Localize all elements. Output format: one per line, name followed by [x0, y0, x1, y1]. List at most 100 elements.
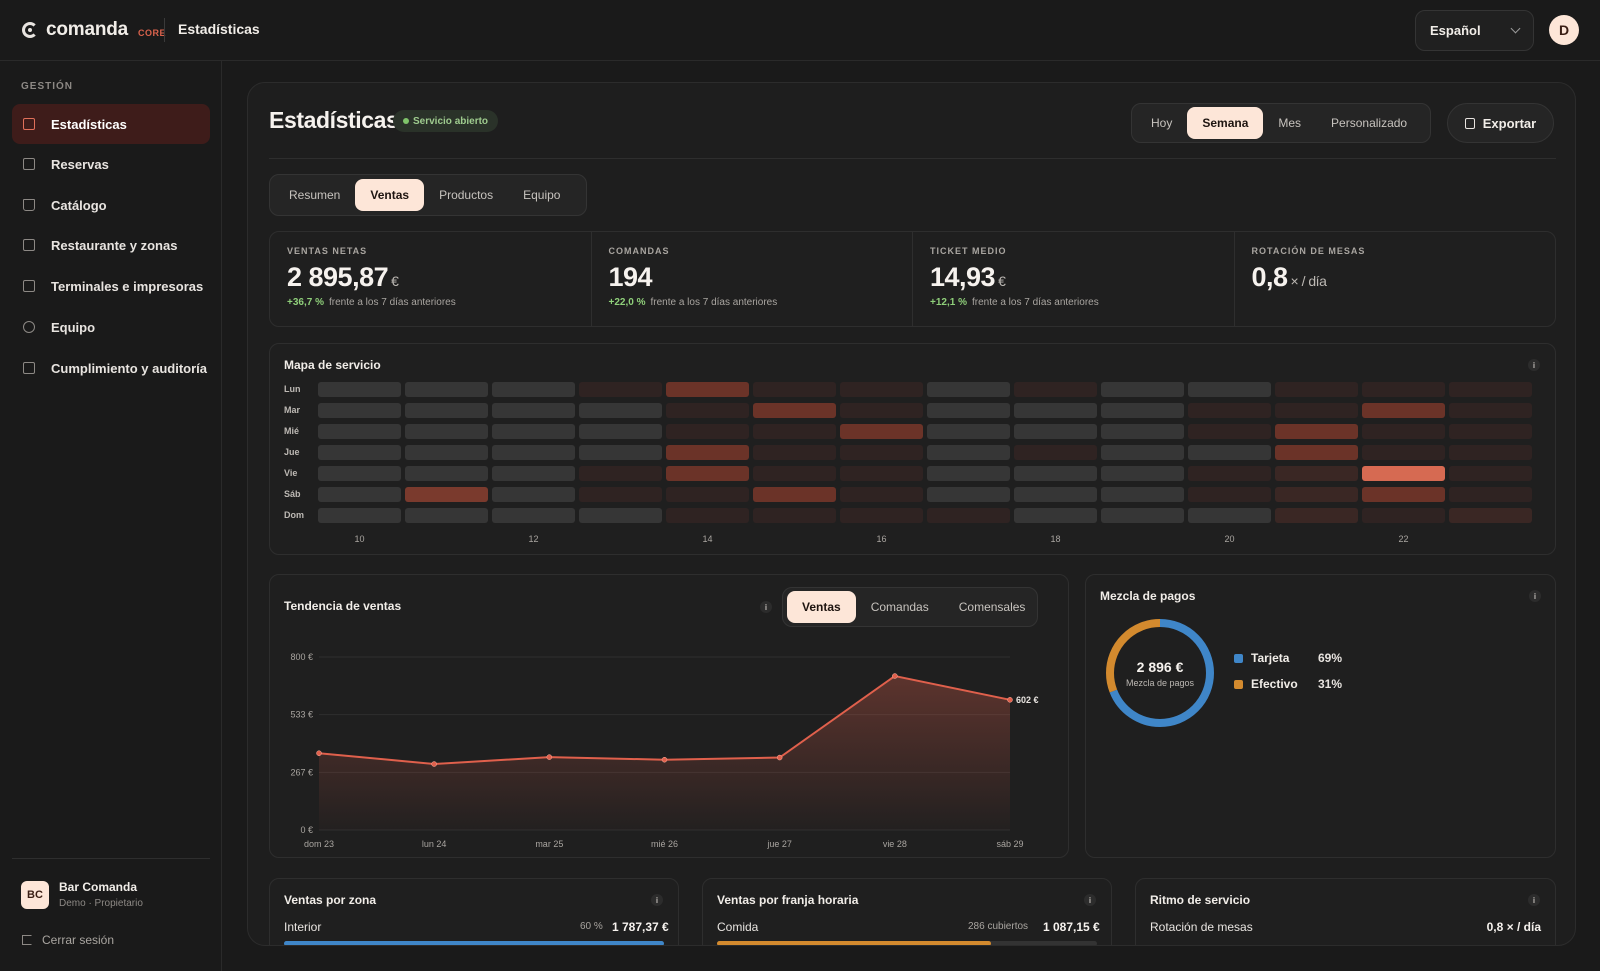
heatmap-cell[interactable] — [1188, 403, 1271, 418]
info-icon[interactable]: i — [1084, 894, 1096, 906]
heatmap-cell[interactable] — [579, 487, 662, 502]
heatmap-cell[interactable] — [1188, 508, 1271, 523]
heatmap-cell[interactable] — [318, 445, 401, 460]
heatmap-cell[interactable] — [579, 382, 662, 397]
heatmap-cell[interactable] — [405, 424, 488, 439]
heatmap-cell[interactable] — [666, 424, 749, 439]
period-semana-button[interactable]: Semana — [1187, 107, 1264, 139]
heatmap-cell[interactable] — [840, 403, 923, 418]
heatmap-cell[interactable] — [1275, 445, 1358, 460]
heatmap-cell[interactable] — [1188, 466, 1271, 481]
heatmap-cell[interactable] — [1101, 466, 1184, 481]
period-mes-button[interactable]: Mes — [1278, 116, 1302, 130]
heatmap-cell[interactable] — [1275, 382, 1358, 397]
sidebar-item-estadisticas[interactable]: Estadísticas — [12, 104, 210, 144]
heatmap-cell[interactable] — [666, 487, 749, 502]
heatmap-cell[interactable] — [1014, 508, 1097, 523]
heatmap-cell[interactable] — [1275, 508, 1358, 523]
period-personalizado-button[interactable]: Personalizado — [1331, 116, 1408, 130]
heatmap-cell[interactable] — [666, 403, 749, 418]
heatmap-cell[interactable] — [492, 487, 575, 502]
tab-productos[interactable]: Productos — [439, 188, 494, 202]
heatmap-cell[interactable] — [405, 403, 488, 418]
heatmap-cell[interactable] — [1275, 424, 1358, 439]
heatmap-cell[interactable] — [579, 445, 662, 460]
info-icon[interactable]: i — [651, 894, 663, 906]
heatmap-cell[interactable] — [1449, 508, 1532, 523]
heatmap-cell[interactable] — [318, 424, 401, 439]
heatmap-cell[interactable] — [840, 487, 923, 502]
heatmap-cell[interactable] — [753, 487, 836, 502]
language-select[interactable]: Español — [1415, 10, 1534, 51]
heatmap-cell[interactable] — [666, 508, 749, 523]
heatmap-cell[interactable] — [1014, 403, 1097, 418]
heatmap-cell[interactable] — [1449, 487, 1532, 502]
heatmap-cell[interactable] — [927, 445, 1010, 460]
tab-equipo[interactable]: Equipo — [523, 188, 561, 202]
heatmap-cell[interactable] — [1101, 424, 1184, 439]
app-logo[interactable]: comanda CORE — [22, 19, 166, 41]
heatmap-cell[interactable] — [1188, 445, 1271, 460]
heatmap-cell[interactable] — [1188, 487, 1271, 502]
heatmap-cell[interactable] — [840, 508, 923, 523]
heatmap-cell[interactable] — [1101, 445, 1184, 460]
info-icon[interactable]: i — [1528, 894, 1540, 906]
heatmap-cell[interactable] — [1362, 487, 1445, 502]
heatmap-cell[interactable] — [1101, 508, 1184, 523]
heatmap-cell[interactable] — [1362, 508, 1445, 523]
heatmap-cell[interactable] — [927, 487, 1010, 502]
heatmap-cell[interactable] — [405, 466, 488, 481]
heatmap-cell[interactable] — [492, 508, 575, 523]
heatmap-cell[interactable] — [1449, 424, 1532, 439]
heatmap-cell[interactable] — [492, 445, 575, 460]
user-avatar[interactable]: D — [1549, 15, 1579, 45]
heatmap-cell[interactable] — [1362, 445, 1445, 460]
heatmap-cell[interactable] — [753, 403, 836, 418]
heatmap-cell[interactable] — [405, 445, 488, 460]
sidebar-item-equipo[interactable]: Equipo — [12, 307, 210, 347]
heatmap-cell[interactable] — [1101, 382, 1184, 397]
heatmap-cell[interactable] — [405, 487, 488, 502]
heatmap-cell[interactable] — [1101, 403, 1184, 418]
export-button[interactable]: Exportar — [1447, 103, 1554, 143]
heatmap-cell[interactable] — [840, 424, 923, 439]
heatmap-cell[interactable] — [1362, 424, 1445, 439]
sidebar-item-cumplimiento[interactable]: Cumplimiento y auditoría — [12, 348, 210, 388]
heatmap-cell[interactable] — [1362, 403, 1445, 418]
heatmap-cell[interactable] — [579, 508, 662, 523]
heatmap-cell[interactable] — [753, 466, 836, 481]
heatmap-cell[interactable] — [579, 466, 662, 481]
heatmap-cell[interactable] — [753, 508, 836, 523]
heatmap-cell[interactable] — [1362, 382, 1445, 397]
info-icon[interactable]: i — [760, 601, 772, 613]
heatmap-cell[interactable] — [1014, 466, 1097, 481]
heatmap-cell[interactable] — [579, 403, 662, 418]
heatmap-cell[interactable] — [318, 508, 401, 523]
heatmap-cell[interactable] — [1014, 424, 1097, 439]
heatmap-cell[interactable] — [927, 466, 1010, 481]
heatmap-cell[interactable] — [1188, 424, 1271, 439]
heatmap-cell[interactable] — [1014, 487, 1097, 502]
heatmap-cell[interactable] — [1188, 382, 1271, 397]
heatmap-cell[interactable] — [579, 424, 662, 439]
heatmap-cell[interactable] — [1449, 403, 1532, 418]
heatmap-cell[interactable] — [927, 382, 1010, 397]
heatmap-cell[interactable] — [840, 466, 923, 481]
heatmap-cell[interactable] — [840, 382, 923, 397]
info-icon[interactable]: i — [1528, 359, 1540, 371]
heatmap-cell[interactable] — [318, 466, 401, 481]
heatmap-cell[interactable] — [927, 424, 1010, 439]
heatmap-cell[interactable] — [753, 424, 836, 439]
heatmap-cell[interactable] — [666, 466, 749, 481]
heatmap-cell[interactable] — [840, 445, 923, 460]
heatmap-cell[interactable] — [1362, 466, 1445, 481]
heatmap-cell[interactable] — [1449, 382, 1532, 397]
heatmap-cell[interactable] — [492, 403, 575, 418]
heatmap-cell[interactable] — [1275, 487, 1358, 502]
logout-button[interactable]: Cerrar sesión — [22, 933, 114, 947]
heatmap-cell[interactable] — [492, 424, 575, 439]
sidebar-item-restaurante[interactable]: Restaurante y zonas — [12, 225, 210, 265]
heatmap-cell[interactable] — [492, 466, 575, 481]
metric-comandas-button[interactable]: Comandas — [870, 600, 929, 614]
heatmap-cell[interactable] — [318, 403, 401, 418]
